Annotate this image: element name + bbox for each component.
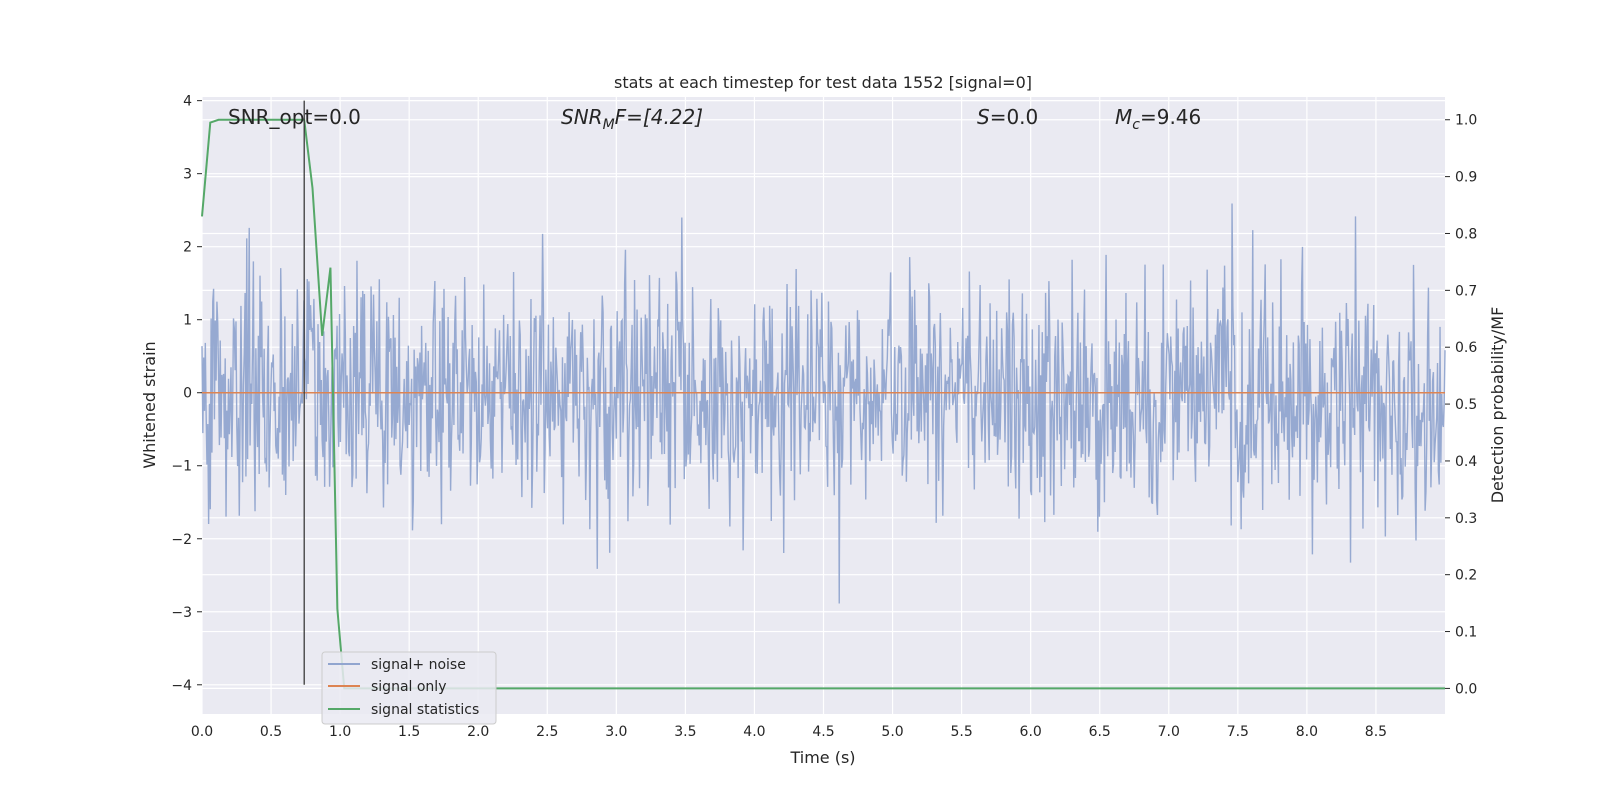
y-tick-label: −4 xyxy=(171,678,192,694)
s-var: S xyxy=(977,105,990,129)
snr-mf-sub: M xyxy=(603,117,615,133)
annotation-snr-mf: SNRMF=[4.22] xyxy=(561,105,703,133)
x-tick-label: 6.0 xyxy=(1020,724,1042,740)
y2-tick-label: 0.3 xyxy=(1455,511,1477,527)
x-axis-label: Time (s) xyxy=(789,748,855,767)
y2-tick-label: 0.5 xyxy=(1455,397,1477,413)
series-signal-noise xyxy=(201,203,1446,604)
y2-axis-label: Detection probability/MF xyxy=(1488,307,1507,504)
grid xyxy=(201,97,1445,714)
x-tick-label: 1.0 xyxy=(329,724,351,740)
series-signal-statistics xyxy=(201,118,1445,690)
annotation-snr-opt: SNR_opt=0.0 xyxy=(228,105,361,129)
x-tick-label: 0.5 xyxy=(260,724,282,740)
y2-tick-label: 1.0 xyxy=(1455,113,1477,129)
y2-tick-label: 0.6 xyxy=(1455,340,1477,356)
signal-statistics-line xyxy=(201,118,1445,690)
x-tick-label: 4.0 xyxy=(743,724,765,740)
legend: signal+ noise signal only signal statist… xyxy=(321,651,497,725)
x-tick-label: 8.5 xyxy=(1365,724,1387,740)
y2-tick-label: 0.4 xyxy=(1455,454,1477,470)
y-tick-label: 3 xyxy=(183,167,192,183)
mc-var: M xyxy=(1115,105,1132,129)
snr-mf-rest: F=[4.22] xyxy=(615,105,703,129)
chart-title: stats at each timestep for test data 155… xyxy=(614,73,1032,92)
y2-tick-label: 0.8 xyxy=(1455,226,1477,242)
s-rest: =0.0 xyxy=(990,105,1039,129)
legend-label-signal-only: signal only xyxy=(371,679,446,695)
mc-rest: =9.46 xyxy=(1140,105,1201,129)
x-tick-label: 0.0 xyxy=(191,724,213,740)
snr-mf-var: SNR xyxy=(561,105,603,129)
y2-tick-labels: 1.0 0.9 0.8 0.7 0.6 0.5 0.4 0.3 0.2 0.1 0.0 xyxy=(1445,113,1477,697)
y2-tick-label: 0.1 xyxy=(1455,625,1477,641)
x-tick-label: 2.5 xyxy=(536,724,558,740)
y-axis-label: Whitened strain xyxy=(140,341,159,468)
legend-label-signal-noise: signal+ noise xyxy=(371,657,466,673)
legend-box xyxy=(321,651,497,725)
y-tick-label: 4 xyxy=(183,94,192,110)
y2-tick-label: 0.9 xyxy=(1455,170,1477,186)
y2-tick-label: 0.2 xyxy=(1455,568,1477,584)
y-tick-label: −3 xyxy=(171,605,192,621)
y2-tick-label: 0.0 xyxy=(1455,681,1477,697)
y-tick-label: 0 xyxy=(183,386,192,402)
x-tick-label: 7.0 xyxy=(1158,724,1180,740)
x-tick-label: 2.0 xyxy=(467,724,489,740)
x-tick-label: 5.5 xyxy=(950,724,972,740)
x-tick-label: 4.5 xyxy=(812,724,834,740)
y2-tick-label: 0.7 xyxy=(1455,283,1477,299)
x-tick-label: 6.5 xyxy=(1089,724,1111,740)
noise-line xyxy=(201,203,1446,604)
x-tick-label: 8.0 xyxy=(1296,724,1318,740)
x-tick-label: 5.0 xyxy=(881,724,903,740)
legend-label-signal-statistics: signal statistics xyxy=(371,702,479,718)
y-tick-labels: 4 3 2 1 0 −1 −2 −3 −4 xyxy=(171,94,202,694)
x-tick-label: 3.5 xyxy=(674,724,696,740)
mc-sub: c xyxy=(1132,117,1140,133)
x-tick-label: 7.5 xyxy=(1227,724,1249,740)
x-tick-labels: 0.0 0.5 1.0 1.5 2.0 2.5 3.0 3.5 4.0 4.5 5.0 5.5 6.0 6… xyxy=(191,724,1387,740)
x-tick-label: 3.0 xyxy=(605,724,627,740)
y-tick-label: −2 xyxy=(171,532,192,548)
y-tick-label: 1 xyxy=(183,313,192,329)
y-tick-label: −1 xyxy=(171,459,192,475)
y-tick-label: 2 xyxy=(183,240,192,256)
annotation-s: S=0.0 xyxy=(977,105,1038,129)
annotation-mc: Mc=9.46 xyxy=(1115,105,1201,133)
x-tick-label: 1.5 xyxy=(398,724,420,740)
